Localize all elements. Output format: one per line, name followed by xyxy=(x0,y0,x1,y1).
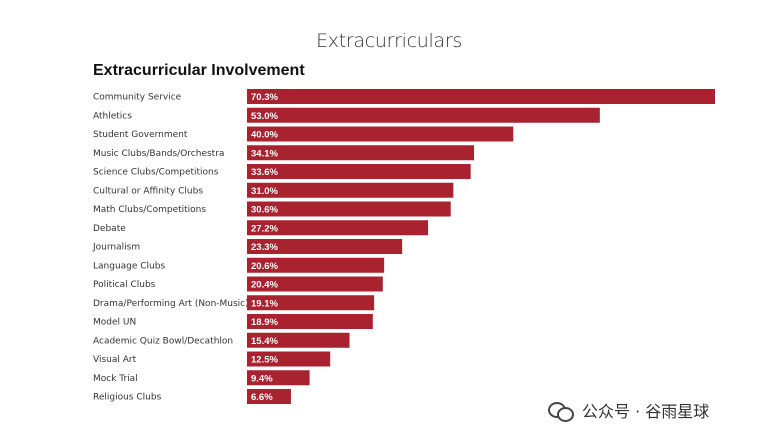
category-label: Student Government xyxy=(93,130,188,140)
category-label: Athletics xyxy=(93,111,132,121)
category-label: Visual Art xyxy=(93,355,137,365)
bar xyxy=(247,89,715,104)
bar xyxy=(247,145,475,161)
category-label: Community Service xyxy=(93,93,182,103)
value-label: 12.5% xyxy=(251,355,278,366)
category-label: Model UN xyxy=(93,318,136,328)
value-label: 18.9% xyxy=(251,317,278,328)
bar xyxy=(247,201,451,217)
bar xyxy=(247,295,375,311)
bar xyxy=(247,276,383,292)
category-label: Journalism xyxy=(92,243,140,253)
value-label: 27.2% xyxy=(251,223,278,234)
value-label: 19.1% xyxy=(251,298,278,309)
category-label: Science Clubs/Competitions xyxy=(93,168,219,178)
value-label: 70.3% xyxy=(251,92,278,103)
category-label: Religious Clubs xyxy=(93,393,162,403)
bar xyxy=(247,220,429,236)
value-label: 20.6% xyxy=(251,261,278,272)
bar xyxy=(247,389,291,404)
bar xyxy=(247,314,373,329)
value-label: 53.0% xyxy=(251,111,278,122)
value-label: 30.6% xyxy=(251,205,278,216)
value-label: 33.6% xyxy=(251,167,278,178)
category-label: Cultural or Affinity Clubs xyxy=(93,186,203,196)
value-label: 15.4% xyxy=(251,336,278,347)
category-label: Math Clubs/Competitions xyxy=(93,205,206,215)
page-title: Extracurriculars xyxy=(316,30,462,52)
category-label: Language Clubs xyxy=(93,261,165,271)
bar xyxy=(247,257,385,273)
bar xyxy=(247,126,514,142)
bar xyxy=(247,370,310,386)
chart-title: Extracurricular Involvement xyxy=(93,62,305,79)
bar xyxy=(247,239,403,254)
value-label: 40.0% xyxy=(251,130,278,141)
value-label: 34.1% xyxy=(251,148,278,159)
value-label: 20.4% xyxy=(251,280,278,291)
category-label: Drama/Performing Art (Non-Music) xyxy=(93,299,249,309)
category-label: Political Clubs xyxy=(93,280,156,290)
watermark-text: 公众号 · 谷雨星球 xyxy=(582,402,710,421)
category-label: Music Clubs/Bands/Orchestra xyxy=(93,149,224,159)
value-label: 9.4% xyxy=(251,373,273,384)
watermark: 公众号 · 谷雨星球 xyxy=(548,398,709,422)
bar xyxy=(247,107,600,123)
bar xyxy=(247,164,471,179)
bar xyxy=(247,351,331,367)
category-label: Debate xyxy=(93,224,126,234)
wechat-icon xyxy=(548,400,574,422)
category-label: Mock Trial xyxy=(93,374,138,384)
value-label: 31.0% xyxy=(251,186,278,197)
value-label: 23.3% xyxy=(251,242,278,253)
category-label: Academic Quiz Bowl/Decathlon xyxy=(93,336,233,346)
bar xyxy=(247,182,454,198)
value-label: 6.6% xyxy=(251,392,273,403)
bar xyxy=(247,332,350,348)
